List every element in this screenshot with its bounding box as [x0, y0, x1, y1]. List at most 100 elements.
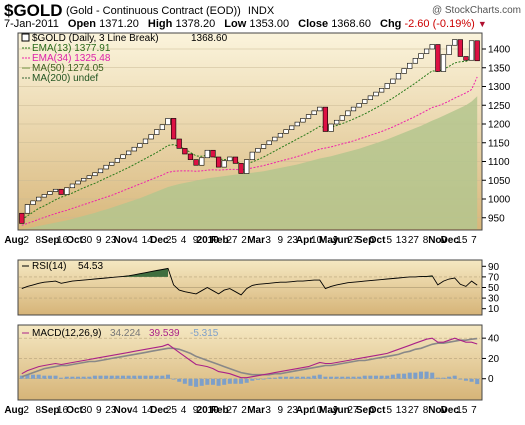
high-value: 1378.20 — [175, 18, 216, 30]
macd-histogram — [19, 371, 480, 387]
line-break-brick — [41, 194, 47, 198]
macd-hist-bar — [452, 375, 457, 379]
price-ytick-label: 950 — [488, 213, 505, 224]
x-tick-label: 4 — [181, 405, 187, 416]
line-break-brick — [114, 158, 120, 163]
macd-hist-bar — [475, 378, 480, 385]
line-break-brick — [142, 138, 149, 144]
macd-hist-bar — [345, 376, 350, 379]
rsi-line — [21, 267, 478, 296]
x-tick-label: Apr — [296, 235, 313, 246]
macd-hist-bar — [255, 378, 260, 380]
line-break-brick — [311, 110, 317, 115]
line-break-brick — [64, 187, 70, 195]
macd-hist-bar — [244, 378, 249, 383]
line-break-brick — [317, 106, 323, 112]
legend-main-value: 1368.60 — [191, 33, 228, 44]
line-break-brick — [47, 191, 53, 195]
legend-ma200: MA(200) undef — [32, 73, 98, 84]
line-break-brick — [468, 40, 475, 61]
close-value: 1368.60 — [331, 18, 371, 30]
line-break-brick — [463, 56, 469, 61]
x-tick-label: 8 — [35, 405, 41, 416]
macd-hist-bar — [458, 378, 463, 380]
line-break-brick — [446, 44, 452, 55]
macd-hist-bar — [300, 376, 305, 379]
line-break-brick — [300, 118, 306, 123]
line-break-brick — [232, 156, 239, 164]
x-tick-label: 30 — [81, 235, 93, 246]
line-break-brick — [457, 39, 463, 57]
macd-hist-bar — [413, 372, 418, 379]
x-tick-label: Sep — [41, 235, 59, 246]
line-break-brick — [24, 204, 31, 214]
macd-hist-bar — [430, 372, 435, 379]
macd-hist-bar — [154, 375, 159, 379]
macd-hist-bar — [205, 378, 210, 385]
x-tick-label: 8 — [35, 235, 41, 246]
x-tick-label: Nov — [114, 235, 133, 246]
x-tick-label: 14 — [142, 405, 154, 416]
line-break-brick — [418, 53, 424, 59]
x-tick-label: 7 — [471, 235, 477, 246]
macd-hist-bar — [435, 377, 440, 379]
macd-hist-bar — [368, 375, 373, 379]
macd-hist-bar — [31, 374, 36, 379]
macd-hist-bar — [278, 376, 283, 379]
x-tick-label: Aug — [4, 235, 23, 246]
chg-label: Chg — [380, 18, 402, 30]
macd-hist-bar — [210, 378, 215, 385]
x-tick-label: 23 — [105, 235, 117, 246]
chart-symbol: $GOLD — [4, 1, 63, 20]
rsi-overbought-fill — [123, 268, 433, 277]
macd-hist-bar — [373, 375, 379, 379]
price-legend: $GOLD (Daily, 3 Line Break) 1368.60 EMA(… — [21, 33, 228, 84]
macd-hist-bar — [390, 374, 395, 379]
x-tick-label: Oct — [369, 235, 386, 246]
x-tick-label: 9 — [193, 405, 199, 416]
line-break-brick — [69, 183, 76, 189]
legend-main-label: $GOLD (Daily, 3 Line Break) — [32, 33, 159, 44]
line-break-brick — [204, 149, 210, 159]
line-break-brick — [238, 163, 244, 174]
price-ytick-label: 1350 — [488, 63, 511, 74]
macd-hist-bar — [81, 376, 86, 379]
rsi-legend-label: RSI(14) — [32, 261, 66, 272]
macd-hist-bar — [98, 375, 103, 379]
line-break-brick — [328, 123, 334, 132]
line-break-brick — [97, 168, 104, 174]
price-ytick-label: 1050 — [488, 176, 511, 187]
x-tick-label: Nov — [428, 235, 447, 246]
x-tick-label: 4 — [132, 405, 138, 416]
x-tick-label: Oct — [369, 405, 386, 416]
x-tick-label: 7 — [471, 405, 477, 416]
open-label: Open — [67, 18, 97, 30]
x-tick-label: 16 — [57, 235, 69, 246]
ema13-line — [21, 56, 478, 221]
macd-hist-bar — [379, 375, 384, 379]
x-tick-label: 9 — [278, 235, 284, 246]
line-break-brick — [187, 153, 194, 160]
macd-panel-bg — [17, 324, 483, 401]
macd-y-axis: 40 20 0 — [482, 334, 500, 385]
x-tick-label: 2 — [241, 405, 247, 416]
line-break-brick — [36, 196, 42, 202]
x-tick-label: 27 — [408, 405, 420, 416]
macd-legend-signal: 39.539 — [149, 328, 180, 339]
x-tick-label: Jun — [332, 235, 350, 246]
macd-ytick-label: 20 — [488, 354, 500, 365]
line-break-brick — [103, 164, 109, 170]
x-tick-label: 2 — [23, 235, 29, 246]
chart-subtitle: (Gold - Continuous Contract (EOD)) INDX — [66, 5, 274, 17]
x-tick-label: 15 — [456, 235, 468, 246]
x-tick-label: 8 — [423, 405, 429, 416]
x-tick-label: 5 — [386, 235, 392, 246]
line-break-brick — [154, 129, 160, 135]
price-y-axis: 950 1000 1050 1100 1150 1200 1250 1300 1350 1400 — [482, 45, 511, 224]
line-break-brick — [356, 103, 362, 108]
x-tick-label: 4 — [181, 235, 187, 246]
macd-hist-bar — [233, 378, 238, 384]
macd-hist-bar — [199, 378, 204, 386]
macd-hist-bar — [317, 374, 322, 379]
